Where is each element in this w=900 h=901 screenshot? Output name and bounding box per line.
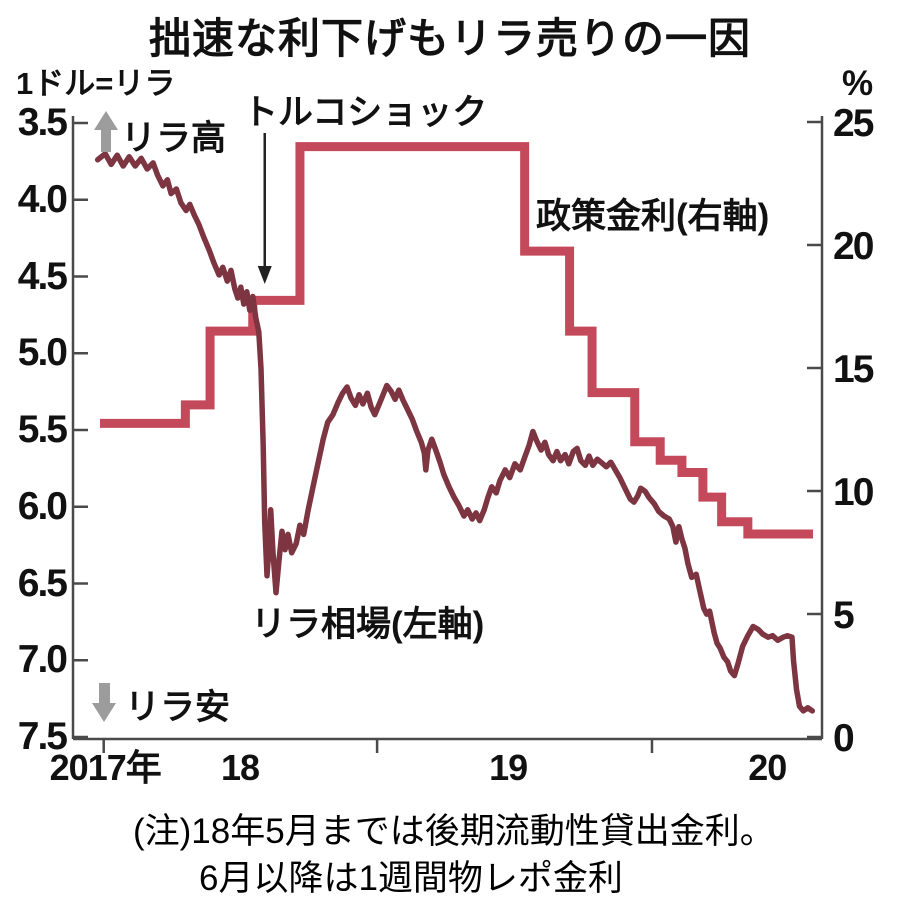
lira-high-label: リラ高 [121,119,227,158]
right-tick-label: 5 [833,594,855,637]
x-axis-label: 19 [489,747,528,788]
x-axis-label: 20 [748,747,787,788]
footnote-line-2: 6月以降は1週間物レポ金利 [199,859,623,898]
left-tick-label: 6.0 [17,484,68,528]
left-tick-label: 7.5 [17,715,68,758]
lira-low-label: リラ安 [125,688,231,727]
footnote-line-1: (注)18年5月までは後期流動性貸出金利。 [133,812,775,851]
left-tick-label: 3.5 [17,101,68,144]
lira-high-up-arrow-icon [94,111,118,152]
right-tick-label: 15 [833,348,874,391]
x-axis-label: 2017年 [49,747,162,788]
turkey-shock-annotation: トルコショック [243,93,488,132]
left-tick-label: 5.5 [17,408,68,451]
left-tick-label: 4.5 [17,254,68,298]
right-tick-label: 20 [833,225,874,268]
x-axis-label: 18 [220,747,260,788]
left-tick-label: 5.0 [17,331,68,375]
right-tick-label: 25 [833,102,874,145]
turkey-shock-arrowhead [257,266,272,284]
left-tick-label: 4.0 [17,177,68,221]
lira-rate-series-label: リラ相場(左軸) [251,605,485,644]
right-tick-label: 0 [833,717,855,760]
right-axis-unit-label: % [842,64,874,103]
left-axis-unit-label: 1ドル=リラ [16,66,176,101]
policy-rate-series-label: 政策金利(右軸) [536,197,770,236]
lira-rate-line [94,150,816,714]
left-tick-label: 7.0 [17,638,68,682]
left-tick-label: 6.5 [17,561,68,605]
right-tick-label: 10 [833,471,874,514]
lira-low-down-arrow-icon [92,683,116,722]
page-title: 拙速な利下げもリラ売りの一因 [148,15,751,62]
policy-rate-line [99,142,814,539]
